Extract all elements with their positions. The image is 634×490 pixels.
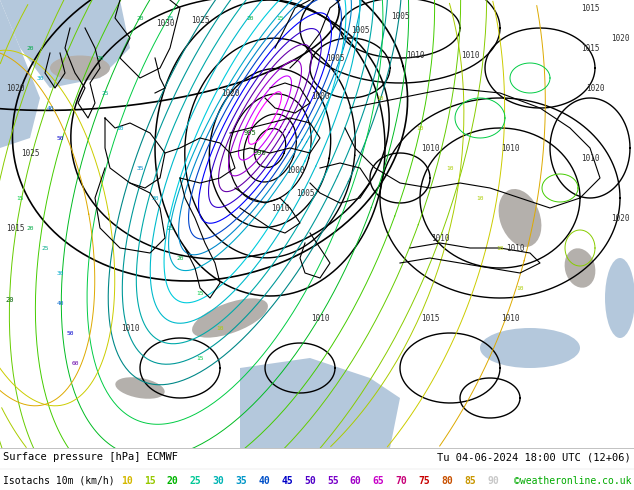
Text: 1000: 1000 — [286, 166, 304, 174]
Text: 1020: 1020 — [586, 83, 604, 93]
Text: 1010: 1010 — [501, 144, 519, 152]
Text: 1020: 1020 — [611, 33, 630, 43]
Text: 1020: 1020 — [611, 214, 630, 222]
Ellipse shape — [605, 258, 634, 338]
Text: 35: 35 — [136, 166, 144, 171]
Text: 35: 35 — [235, 476, 247, 486]
Text: 1020: 1020 — [221, 89, 239, 98]
Ellipse shape — [192, 298, 268, 338]
Text: 1010: 1010 — [461, 50, 479, 59]
Text: Tu 04-06-2024 18:00 UTC (12+06): Tu 04-06-2024 18:00 UTC (12+06) — [437, 452, 631, 462]
Text: 1010: 1010 — [311, 314, 329, 322]
Text: 1015: 1015 — [6, 223, 24, 232]
Text: 1025: 1025 — [21, 148, 39, 157]
Text: 40: 40 — [258, 476, 270, 486]
Text: ©weatheronline.co.uk: ©weatheronline.co.uk — [514, 476, 631, 486]
Text: 1015: 1015 — [581, 44, 599, 52]
Text: 1010: 1010 — [501, 314, 519, 322]
Text: 25: 25 — [190, 476, 202, 486]
Text: 995: 995 — [243, 130, 256, 136]
Text: 10: 10 — [121, 476, 133, 486]
Text: 20: 20 — [26, 225, 34, 230]
Text: 25: 25 — [166, 225, 174, 230]
Text: 65: 65 — [373, 476, 384, 486]
Text: 40: 40 — [56, 300, 64, 305]
Text: 1000: 1000 — [311, 92, 329, 100]
Text: 990: 990 — [254, 150, 266, 156]
Text: 15: 15 — [16, 196, 23, 200]
Text: 50: 50 — [66, 330, 74, 336]
Text: 1010: 1010 — [430, 234, 450, 243]
Text: 25: 25 — [41, 245, 49, 250]
Text: 15: 15 — [144, 476, 155, 486]
Text: 15: 15 — [276, 16, 284, 21]
Text: 10: 10 — [216, 325, 224, 330]
Text: 10: 10 — [476, 196, 484, 200]
Text: 90: 90 — [487, 476, 499, 486]
Text: 30: 30 — [36, 75, 44, 80]
Text: 60: 60 — [350, 476, 361, 486]
Text: 1010: 1010 — [120, 323, 139, 333]
Text: 25: 25 — [101, 91, 109, 96]
Text: Isotachs 10m (km/h): Isotachs 10m (km/h) — [3, 476, 120, 486]
Text: 1030: 1030 — [156, 19, 174, 27]
Text: 20: 20 — [96, 55, 104, 60]
Text: 40: 40 — [46, 105, 54, 111]
Text: 1005: 1005 — [326, 53, 344, 63]
Text: 1010: 1010 — [506, 244, 524, 252]
Text: 50: 50 — [56, 136, 64, 141]
Text: 15: 15 — [197, 291, 204, 295]
Ellipse shape — [50, 55, 110, 80]
Text: 20: 20 — [167, 476, 179, 486]
Text: Surface pressure [hPa] ECMWF: Surface pressure [hPa] ECMWF — [3, 452, 178, 462]
Text: 1010: 1010 — [581, 153, 599, 163]
Text: 50: 50 — [304, 476, 316, 486]
Text: 1015: 1015 — [581, 3, 599, 13]
Text: 15: 15 — [197, 356, 204, 361]
Text: 1025: 1025 — [191, 16, 209, 24]
Text: 1005: 1005 — [295, 189, 314, 197]
Text: 30: 30 — [212, 476, 224, 486]
Text: 10: 10 — [446, 166, 454, 171]
Text: 30: 30 — [116, 125, 124, 130]
Text: 1005: 1005 — [351, 25, 369, 34]
Text: 20: 20 — [176, 255, 184, 261]
Text: 1005: 1005 — [391, 11, 410, 21]
Text: 10: 10 — [496, 245, 504, 250]
Polygon shape — [0, 0, 40, 148]
Text: 75: 75 — [418, 476, 430, 486]
Text: 60: 60 — [71, 361, 79, 366]
Polygon shape — [0, 0, 130, 88]
Ellipse shape — [115, 377, 165, 399]
Text: 1010: 1010 — [406, 50, 424, 59]
Text: 1020: 1020 — [6, 83, 24, 93]
Text: 1010: 1010 — [271, 203, 289, 213]
Text: 55: 55 — [327, 476, 339, 486]
Text: 10: 10 — [417, 125, 424, 130]
Ellipse shape — [480, 328, 580, 368]
Text: 70: 70 — [396, 476, 407, 486]
Polygon shape — [240, 358, 400, 448]
Text: 20: 20 — [6, 297, 14, 303]
Text: 20: 20 — [246, 16, 254, 21]
Text: 20: 20 — [136, 16, 144, 21]
Text: 45: 45 — [281, 476, 293, 486]
Text: 10: 10 — [516, 286, 524, 291]
Ellipse shape — [498, 189, 541, 247]
Text: 30: 30 — [152, 196, 158, 200]
Text: 85: 85 — [464, 476, 476, 486]
Text: 80: 80 — [441, 476, 453, 486]
Text: 10: 10 — [376, 96, 384, 100]
Text: 1015: 1015 — [421, 314, 439, 322]
Text: 1010: 1010 — [421, 144, 439, 152]
Ellipse shape — [565, 248, 595, 288]
Text: 20: 20 — [26, 46, 34, 50]
Text: 30: 30 — [56, 270, 64, 275]
Text: 25: 25 — [166, 16, 174, 21]
